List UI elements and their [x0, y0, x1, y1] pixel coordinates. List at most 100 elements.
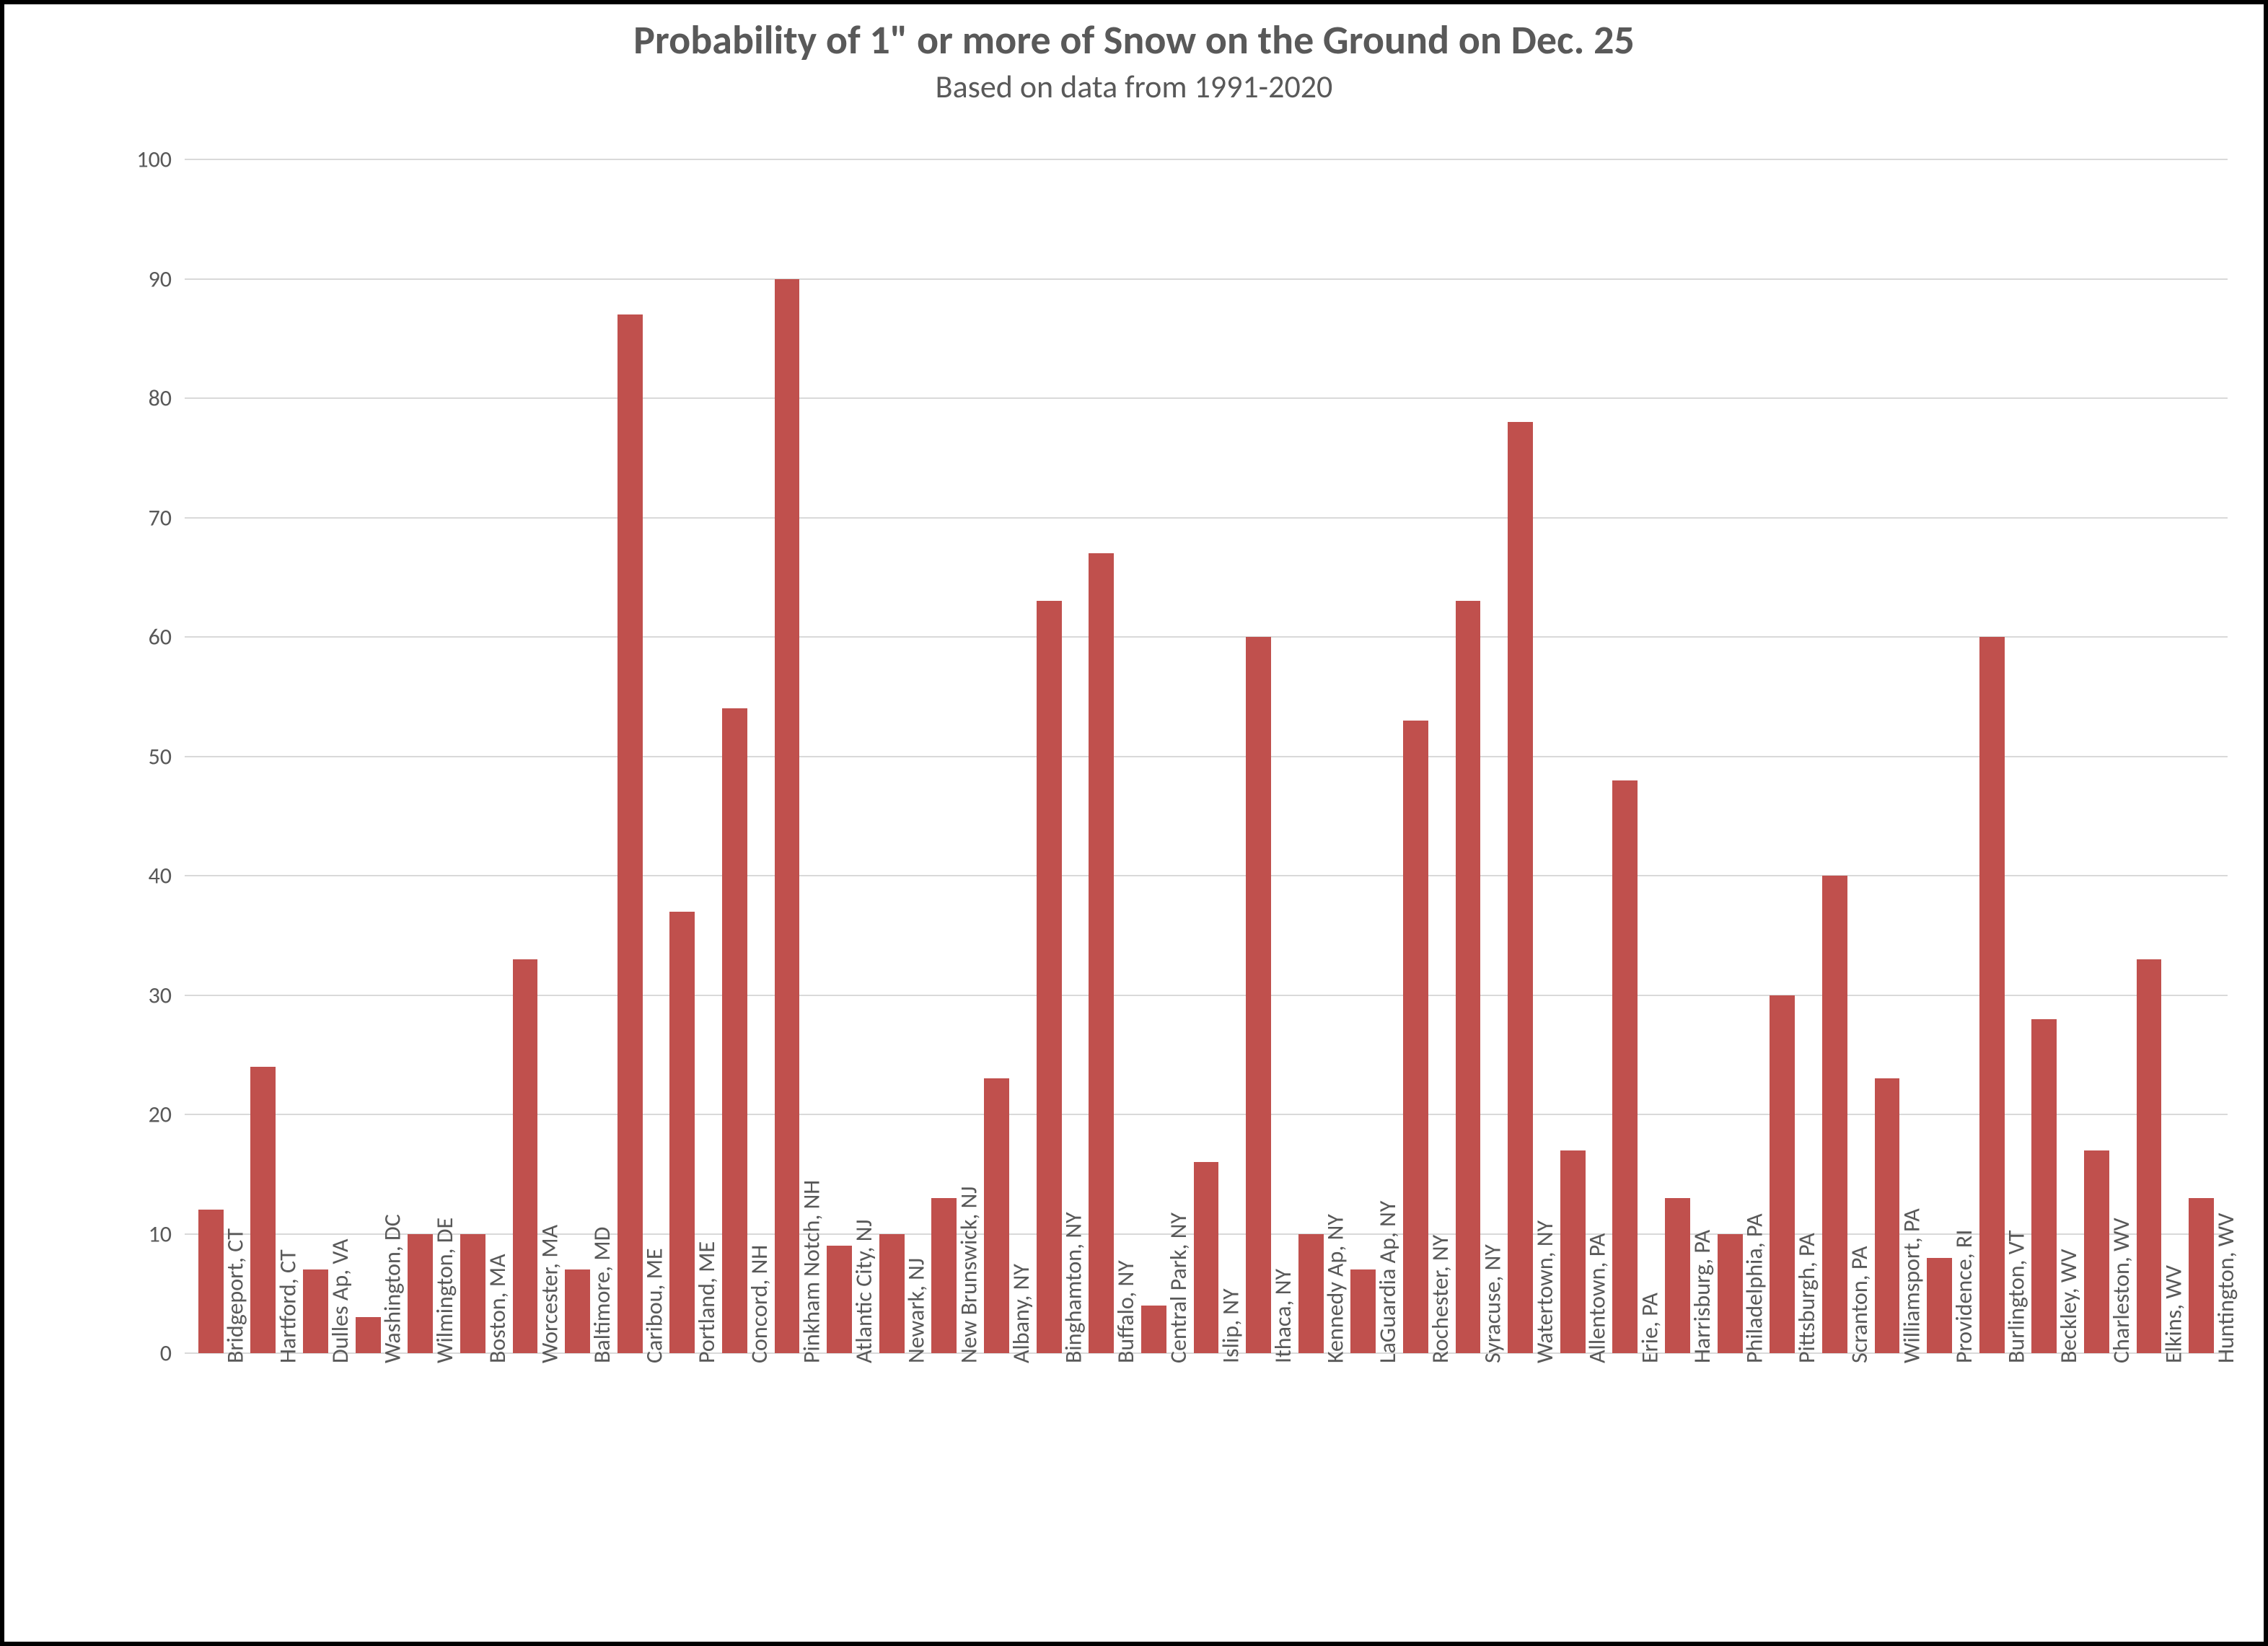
x-axis-tick-label: Concord, NH [745, 1245, 773, 1363]
bar [1665, 1198, 1690, 1353]
x-axis-tick-label: Bridgeport, CT [221, 1228, 250, 1363]
x-axis-tick-label: Wilmington, DE [431, 1218, 459, 1363]
bar [1037, 601, 1062, 1353]
y-axis-tick-label: 20 [149, 1101, 185, 1129]
x-axis-tick-label: Washington, DC [379, 1214, 407, 1363]
bar [1875, 1078, 1900, 1353]
bar [617, 314, 643, 1353]
bar [1246, 637, 1271, 1353]
bar [1718, 1234, 1743, 1354]
plot-area: 0102030405060708090100Bridgeport, CTHart… [185, 159, 2228, 1353]
gridline [185, 517, 2228, 519]
gridline [185, 995, 2228, 996]
bar [2189, 1198, 2214, 1353]
x-axis-tick-label: Portland, ME [693, 1241, 721, 1363]
chart-title: Probability of 1" or more of Snow on the… [4, 19, 2264, 63]
x-axis-tick-label: Binghamton, NY [1060, 1212, 1088, 1363]
bar [1927, 1258, 1952, 1353]
gridline [185, 159, 2228, 160]
x-axis-tick-label: Dulles Ap, VA [326, 1238, 354, 1363]
bar [1979, 637, 2005, 1353]
bar [931, 1198, 957, 1353]
bar [984, 1078, 1009, 1353]
y-axis-tick-label: 80 [149, 384, 185, 413]
bar [827, 1246, 852, 1353]
bar [1141, 1306, 1166, 1353]
gridline [185, 756, 2228, 757]
bar [2084, 1150, 2109, 1353]
y-axis-tick-label: 70 [149, 503, 185, 532]
bar [879, 1234, 905, 1354]
x-axis-tick-label: Worcester, MA [535, 1225, 563, 1363]
bar [2137, 959, 2162, 1353]
y-axis-tick-label: 90 [149, 265, 185, 293]
x-axis-tick-label: Charleston, WV [2107, 1218, 2135, 1363]
x-axis-tick-label: Buffalo, NY [1112, 1260, 1140, 1363]
x-axis-tick-label: Pittsburgh, PA [1793, 1233, 1821, 1363]
bar [1822, 876, 1847, 1353]
x-axis-tick-label: Philadelphia, PA [1741, 1213, 1769, 1363]
chart-frame: Probability of 1" or more of Snow on the… [0, 0, 2268, 1646]
chart-subtitle: Based on data from 1991-2020 [4, 69, 2264, 104]
bar [250, 1067, 276, 1353]
gridline [185, 278, 2228, 280]
y-axis-tick-label: 10 [149, 1220, 185, 1248]
x-axis-tick-label: Central Park, NY [1164, 1213, 1192, 1363]
y-axis-tick-label: 60 [149, 623, 185, 651]
chart-title-block: Probability of 1" or more of Snow on the… [4, 19, 2264, 104]
y-axis-tick-label: 30 [149, 981, 185, 1009]
x-axis-tick-label: Kennedy Ap, NY [1322, 1214, 1350, 1363]
bar [198, 1210, 224, 1353]
x-axis-tick-label: Beckley, WV [2054, 1249, 2083, 1363]
bar [775, 279, 800, 1354]
bar [460, 1234, 485, 1354]
x-axis-tick-label: Boston, MA [483, 1254, 511, 1363]
x-axis-tick-label: Syracuse, NY [1478, 1244, 1506, 1363]
x-axis-tick-label: Atlantic City, NJ [850, 1219, 878, 1363]
x-axis-tick-label: Burlington, VT [2003, 1230, 2031, 1363]
x-axis-tick-label: Harrisburg, PA [1688, 1230, 1716, 1363]
x-axis-tick-label: Newark, NJ [902, 1258, 931, 1363]
x-axis-tick-label: New Brunswick, NJ [954, 1187, 983, 1363]
bar [513, 959, 538, 1353]
x-axis-tick-label: Rochester, NY [1426, 1235, 1454, 1363]
bar [2031, 1019, 2057, 1353]
bar [565, 1269, 590, 1353]
bar [1089, 553, 1114, 1353]
x-axis-tick-label: Williamsport, PA [1897, 1208, 1925, 1363]
bar [1194, 1162, 1219, 1353]
x-axis-tick-label: Pinkham Notch, NH [797, 1180, 825, 1363]
x-axis-tick-label: Islip, NY [1216, 1288, 1244, 1363]
x-axis-tick-label: Albany, NY [1007, 1264, 1035, 1363]
bar [1560, 1150, 1586, 1353]
bar [408, 1234, 433, 1354]
bar [1770, 995, 1795, 1354]
x-axis-tick-label: Erie, PA [1635, 1293, 1663, 1363]
gridline [185, 397, 2228, 399]
x-axis-tick-label: Huntington, WV [2212, 1213, 2240, 1363]
x-axis-tick-label: Hartford, CT [273, 1249, 302, 1363]
bar [1612, 780, 1638, 1353]
bar [722, 708, 747, 1353]
y-axis-tick-label: 40 [149, 862, 185, 890]
bar [1298, 1234, 1324, 1354]
x-axis-tick-label: Caribou, ME [641, 1248, 669, 1363]
x-axis-tick-label: Ithaca, NY [1269, 1269, 1297, 1363]
bar [669, 912, 695, 1353]
bar [1456, 601, 1481, 1353]
x-axis-tick-label: Providence, RI [1950, 1230, 1978, 1363]
gridline [185, 875, 2228, 876]
y-axis-tick-label: 50 [149, 742, 185, 770]
x-axis-tick-label: Baltimore, MD [588, 1227, 616, 1363]
x-axis-tick-label: Allentown, PA [1583, 1233, 1612, 1363]
x-axis-tick-label: Watertown, NY [1531, 1220, 1559, 1363]
bar [1350, 1269, 1376, 1353]
bar [356, 1317, 381, 1353]
x-axis-tick-label: LaGuardia Ap, NY [1373, 1201, 1402, 1363]
y-axis-tick-label: 0 [160, 1339, 185, 1368]
gridline [185, 1114, 2228, 1115]
y-axis-tick-label: 100 [136, 146, 185, 174]
bar [1508, 422, 1533, 1353]
x-axis-tick-label: Elkins, WV [2159, 1265, 2187, 1363]
bar [303, 1269, 328, 1353]
